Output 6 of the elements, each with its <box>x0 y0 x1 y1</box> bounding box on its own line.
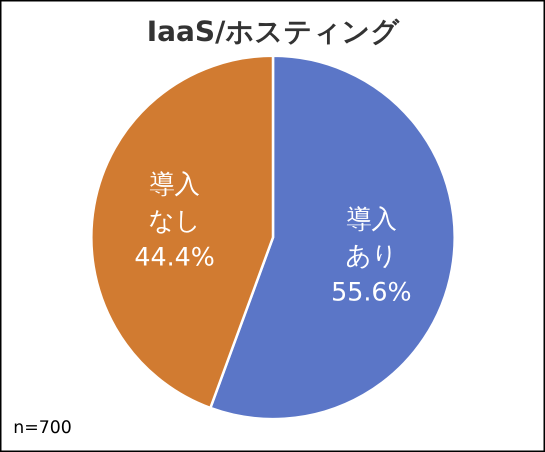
chart-title: IaaS/ホスティング <box>146 14 400 48</box>
data-label: 44.4% <box>134 241 215 272</box>
slice-label: 導入なし <box>148 168 201 235</box>
slice-label: 導入あり <box>345 204 398 270</box>
data-label: 55.6% <box>331 276 412 306</box>
text: n=700 <box>13 418 72 438</box>
